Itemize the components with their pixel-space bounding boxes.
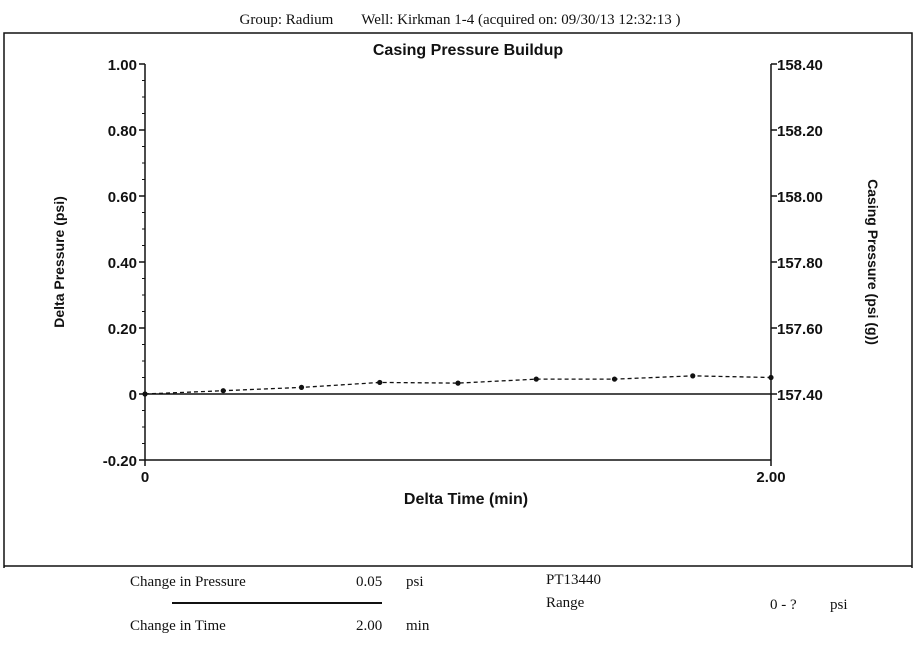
y-tick-label: 0.20 <box>108 321 137 338</box>
y2-tick-label: 157.60 <box>777 321 823 338</box>
range-unit: psi <box>830 597 848 613</box>
group-label: Group: Radium <box>239 11 334 28</box>
x-tick-label: 2.00 <box>756 469 785 486</box>
y-tick-label: 1.00 <box>108 57 137 74</box>
x-axis-label: Delta Time (min) <box>404 491 528 508</box>
change-pressure-unit: psi <box>406 574 424 590</box>
y2-tick-label: 158.00 <box>777 189 823 206</box>
data-point <box>377 379 383 386</box>
data-point <box>220 388 226 394</box>
report-footer: Change in Pressure 0.05 psi Change in Ti… <box>0 568 920 647</box>
y-tick-label: 0.80 <box>108 123 137 140</box>
report-header: Group: Radium Well: Kirkman 1-4 (acquire… <box>140 10 780 30</box>
y2-tick-label: 158.20 <box>777 123 823 140</box>
y2-tick-label: 158.40 <box>777 57 823 74</box>
data-point <box>298 384 305 390</box>
y-tick-label: 0 <box>129 387 137 404</box>
change-pressure-label: Change in Pressure <box>130 574 246 590</box>
data-point <box>611 376 618 382</box>
y-tick-label: -0.20 <box>103 453 137 470</box>
change-pressure-value: 0.05 <box>356 574 383 590</box>
legend-solid-line <box>172 602 382 604</box>
y-tick-label: 0.40 <box>108 255 137 272</box>
y-tick-label: 0.60 <box>108 189 137 206</box>
data-point <box>768 374 774 381</box>
tick-layer: -0.2000.200.400.600.801.00157.40157.6015… <box>103 57 823 486</box>
change-time-value: 2.00 <box>356 618 383 634</box>
data-point <box>533 376 539 382</box>
y2-axis-label: Casing Pressure (psi (g)) <box>865 179 881 345</box>
change-time-unit: min <box>406 618 430 634</box>
chart: Casing Pressure Buildup Delta Time (min)… <box>3 32 913 568</box>
outer-border <box>3 32 913 568</box>
well-label: Well: Kirkman 1-4 (acquired on: 09/30/13… <box>361 11 681 28</box>
data-point <box>690 373 696 379</box>
change-time-label: Change in Time <box>130 618 226 634</box>
chart-title: Casing Pressure Buildup <box>373 42 563 59</box>
y2-tick-label: 157.80 <box>777 255 823 272</box>
x-tick-label: 0 <box>141 469 149 486</box>
data-point <box>455 380 461 386</box>
y2-tick-label: 157.40 <box>777 387 823 404</box>
series-layer <box>142 373 774 397</box>
sensor-id: PT13440 <box>546 572 602 588</box>
range-value: 0 - ? <box>770 597 797 613</box>
range-label: Range <box>546 595 585 611</box>
y-axis-label: Delta Pressure (psi) <box>51 196 67 328</box>
